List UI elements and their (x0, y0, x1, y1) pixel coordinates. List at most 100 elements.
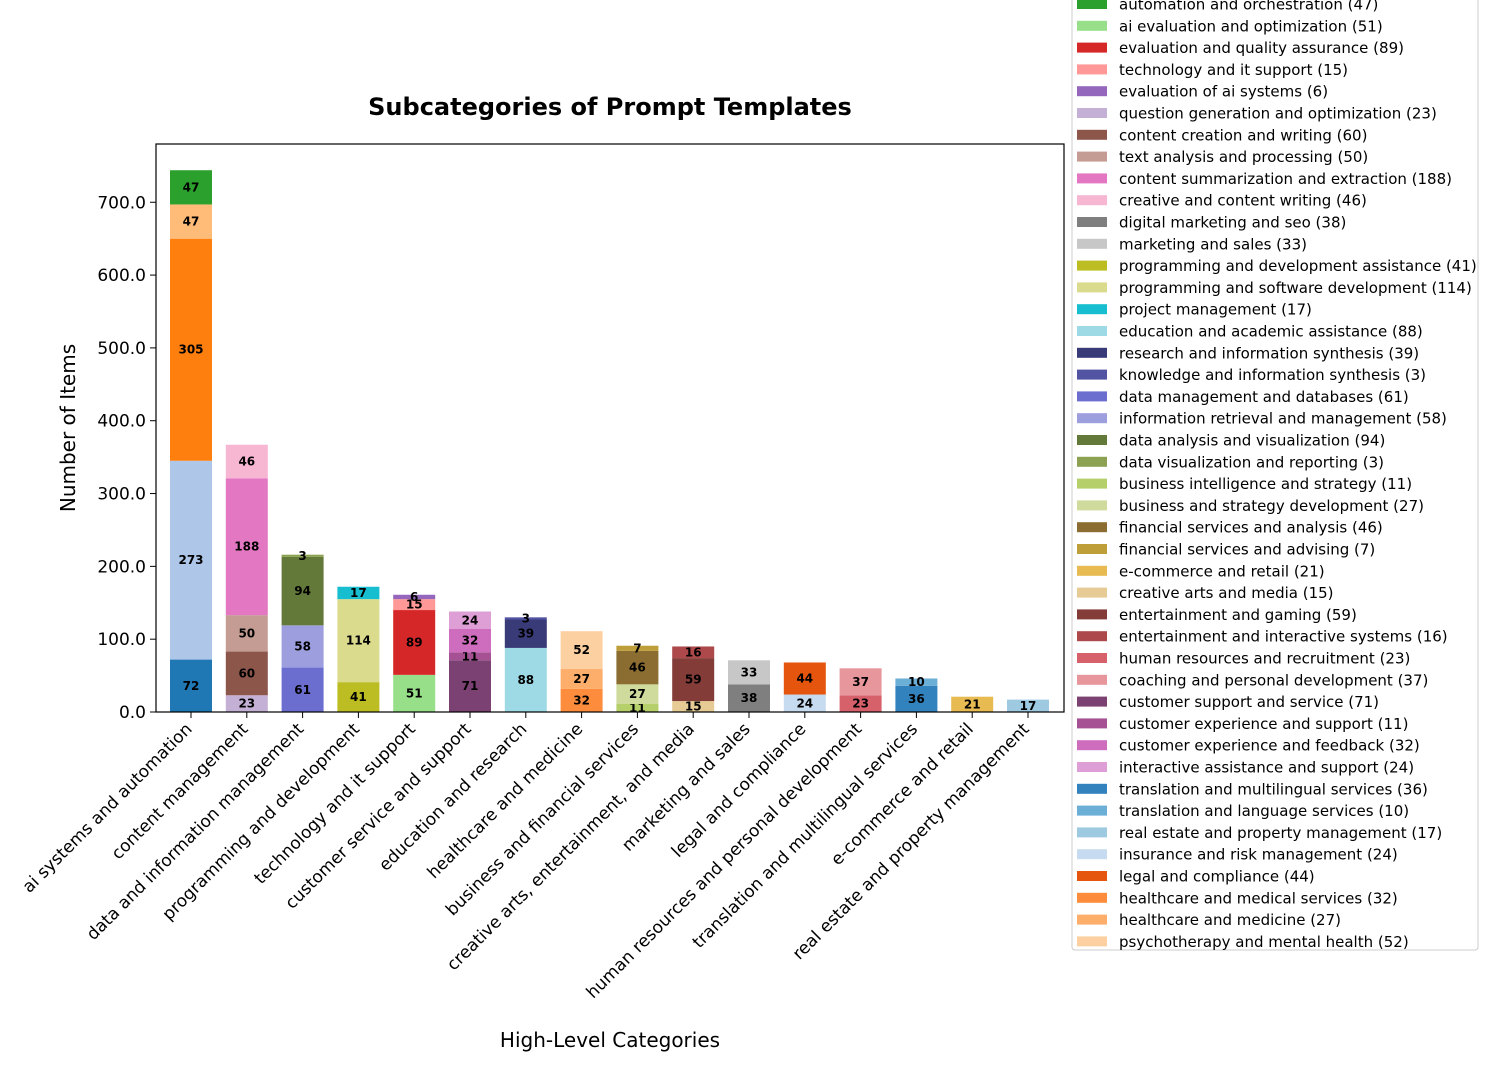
bar-segment (449, 660, 491, 712)
legend-entry: information retrieval and management (58… (1119, 410, 1447, 428)
legend-swatch (1077, 108, 1107, 118)
legend-entry: customer experience and support (11) (1119, 715, 1408, 733)
bar-segment (393, 610, 436, 675)
bar-segment-label: 38 (741, 691, 758, 705)
bar-segment-label: 24 (796, 696, 813, 710)
legend-entry: education and academic assistance (88) (1119, 323, 1423, 341)
chart-title: Subcategories of Prompt Templates (368, 93, 852, 121)
bar-segment-label: 89 (406, 635, 423, 649)
y-tick-label: 300.0 (97, 485, 146, 505)
bar-segment (560, 669, 603, 689)
bar-segment (895, 678, 938, 686)
legend-entry: business and strategy development (27) (1119, 497, 1424, 515)
legend-entry: entertainment and gaming (59) (1119, 606, 1357, 624)
legend-entry: healthcare and medical services (32) (1119, 889, 1398, 907)
legend-entry: human resources and recruitment (23) (1119, 650, 1410, 668)
bar-segment (728, 684, 770, 712)
legend-swatch (1077, 674, 1107, 685)
legend-swatch (1077, 849, 1107, 860)
bar-segment-label: 72 (183, 679, 200, 693)
legend-entry: automation and orchestration (47) (1119, 0, 1378, 14)
bar-segment-label: 51 (406, 686, 423, 700)
legend-swatch (1077, 740, 1107, 751)
bar-segment-label: 32 (462, 634, 479, 648)
bar-segment (1007, 699, 1049, 712)
bar-segment-label: 46 (238, 455, 255, 469)
bar-segment (170, 170, 212, 205)
legend-entry: legal and compliance (44) (1119, 868, 1315, 886)
legend-entry: programming and development assistance (… (1119, 257, 1477, 275)
bar-segment (504, 647, 547, 712)
bar-segment (170, 204, 212, 239)
bar-segment-label: 44 (796, 672, 813, 686)
bar-segment (449, 628, 491, 653)
legend-swatch (1077, 762, 1107, 772)
legend-entry: content creation and writing (60) (1119, 126, 1367, 144)
legend-entry: psychotherapy and mental health (52) (1119, 933, 1409, 951)
legend-entry: digital marketing and seo (38) (1119, 214, 1346, 232)
legend-swatch (1077, 413, 1107, 424)
legend-swatch (1077, 0, 1107, 9)
legend-frame (1071, 0, 1479, 951)
legend-entry: marketing and sales (33) (1119, 235, 1307, 253)
legend-swatch (1077, 195, 1107, 206)
bar-segment-label: 59 (685, 673, 702, 687)
bar-segment (337, 586, 380, 600)
y-tick-label: 0.0 (119, 703, 146, 723)
legend-swatch (1077, 282, 1107, 293)
legend-swatch (1077, 217, 1107, 227)
x-axis-label: High-Level Categories (500, 1028, 720, 1052)
legend-entry: programming and software development (11… (1119, 279, 1472, 297)
legend-entry: creative arts and media (15) (1119, 584, 1334, 602)
legend-entry: research and information synthesis (39) (1119, 344, 1419, 362)
bar-segment-label: 47 (183, 180, 200, 194)
legend-swatch (1077, 827, 1107, 838)
legend-swatch (1077, 653, 1107, 663)
legend-entry: evaluation of ai systems (6) (1119, 83, 1328, 101)
legend-swatch (1077, 696, 1107, 707)
legend-swatch (1077, 129, 1107, 140)
legend-entry: financial services and advising (7) (1119, 541, 1375, 559)
bar-segment (281, 554, 324, 557)
bar-segment (170, 238, 212, 461)
bar-segment-label: 17 (350, 586, 367, 600)
legend-entry: question generation and optimization (23… (1119, 105, 1437, 123)
legend-entry: interactive assistance and support (24) (1119, 759, 1414, 777)
bar-segment-label: 33 (741, 665, 758, 679)
legend-swatch (1077, 347, 1107, 358)
bar-segment-label: 27 (573, 672, 590, 686)
bar-segment (951, 696, 994, 712)
bar-segment (616, 703, 659, 712)
bar-segment (281, 556, 324, 626)
bar-segment (839, 695, 882, 712)
bar-segment (281, 667, 324, 712)
y-tick-label: 700.0 (97, 193, 146, 213)
bar-segment (170, 460, 212, 660)
y-tick-label: 600.0 (97, 266, 146, 286)
legend-entry: content summarization and extraction (18… (1119, 170, 1452, 188)
bar-segment-label: 11 (462, 649, 479, 663)
bar-segment (895, 685, 938, 712)
legend-swatch (1077, 173, 1107, 184)
legend-swatch (1077, 478, 1107, 489)
x-tick-label: programming and development (159, 719, 365, 925)
bar-segment (393, 594, 436, 600)
legend-swatch (1077, 391, 1107, 402)
y-tick-label: 100.0 (97, 630, 146, 650)
bar-segment (560, 631, 603, 670)
bar-segment (616, 650, 659, 685)
y-axis-label: Number of Items (56, 344, 80, 512)
legend-entry: e-commerce and retail (21) (1119, 562, 1325, 580)
bar-segment-label: 58 (294, 639, 311, 653)
legend-swatch (1077, 609, 1107, 620)
legend-entry: insurance and risk management (24) (1119, 846, 1398, 864)
bar-segment-label: 71 (462, 679, 479, 693)
bar-segment (281, 625, 324, 668)
bar-segment (672, 658, 715, 702)
bar-segment (449, 611, 491, 629)
legend-swatch (1077, 892, 1107, 903)
bar-segment-label: 41 (350, 690, 367, 704)
bar-segment-label: 23 (238, 697, 255, 711)
legend-entry: data analysis and visualization (94) (1119, 432, 1385, 450)
